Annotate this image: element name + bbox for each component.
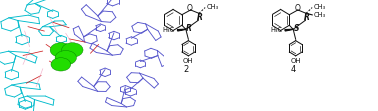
Text: S: S — [293, 24, 299, 33]
Text: OH: OH — [290, 58, 301, 64]
Text: R: R — [186, 24, 192, 33]
Polygon shape — [285, 29, 293, 31]
Circle shape — [55, 51, 76, 65]
Text: H₃C: H₃C — [270, 27, 282, 33]
Text: O: O — [294, 4, 300, 13]
Text: H₃C: H₃C — [163, 27, 175, 33]
Text: O: O — [187, 4, 193, 13]
Text: 4: 4 — [291, 65, 296, 74]
Text: R: R — [304, 13, 310, 22]
Text: OH: OH — [183, 58, 194, 64]
Polygon shape — [178, 29, 186, 31]
Text: 2: 2 — [184, 65, 189, 74]
Circle shape — [62, 43, 83, 57]
Circle shape — [50, 43, 71, 57]
Text: CH₃: CH₃ — [313, 4, 325, 10]
Text: CH₃: CH₃ — [206, 4, 218, 10]
Circle shape — [51, 58, 71, 71]
Text: R: R — [197, 13, 203, 22]
Text: CH₃: CH₃ — [314, 12, 326, 18]
